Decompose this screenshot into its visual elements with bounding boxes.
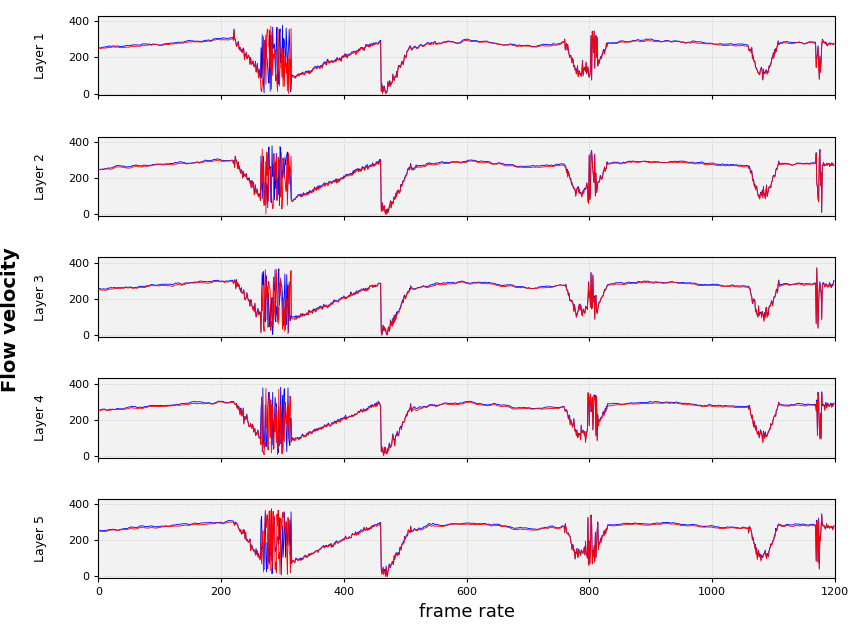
Y-axis label: Layer 4: Layer 4 [34,394,47,442]
Text: Flow velocity: Flow velocity [1,247,20,392]
Y-axis label: Layer 5: Layer 5 [34,515,47,562]
Y-axis label: Layer 2: Layer 2 [34,153,47,200]
Y-axis label: Layer 3: Layer 3 [34,273,47,321]
X-axis label: frame rate: frame rate [419,603,514,621]
Y-axis label: Layer 1: Layer 1 [34,32,47,79]
